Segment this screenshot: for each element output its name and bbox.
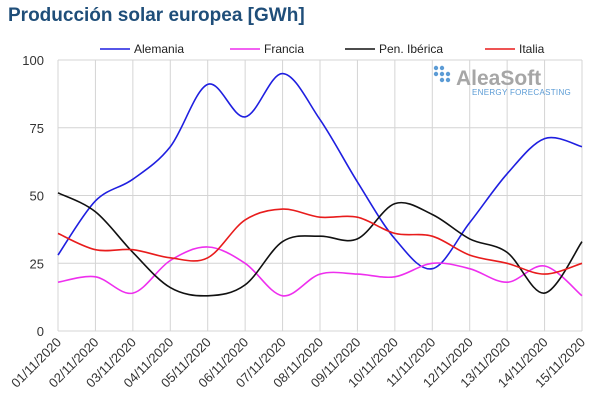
logo-dot [433,65,439,71]
y-tick-label: 0 [37,324,44,339]
logo-dot [439,71,445,77]
series-line-italia [57,208,583,275]
aleasoft-logo [433,65,451,83]
logo-dot [439,77,445,83]
series-line-pen-ib-rica [57,192,583,297]
logo-dot [445,71,451,77]
legend-label-francia: Francia [264,42,304,56]
y-tick-label: 50 [30,189,44,204]
logo-dot [439,65,445,71]
chart-title: Producción solar europea [GWh] [8,5,305,26]
series-line-francia [57,246,583,297]
logo-dot [433,71,439,77]
logo-name: AleaSoft [456,67,541,90]
legend-label-pen-ib-rica: Pen. Ibérica [379,42,443,56]
logo-dot [445,77,451,83]
legend-label-italia: Italia [519,42,545,56]
series-line-alemania [57,72,583,270]
legend-label-alemania: Alemania [134,42,184,56]
y-tick-label: 100 [22,53,44,68]
logo-tagline: ENERGY FORECASTING [472,88,571,97]
y-tick-label: 75 [30,121,44,136]
y-tick-label: 25 [30,256,44,271]
